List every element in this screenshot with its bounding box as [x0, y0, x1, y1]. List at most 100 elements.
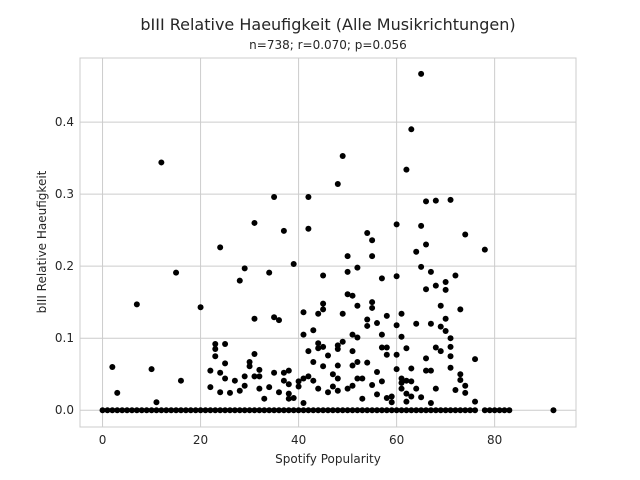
data-point [241, 265, 248, 272]
data-point [457, 407, 464, 414]
data-point [315, 385, 322, 392]
x-axis-label: Spotify Popularity [275, 452, 381, 466]
data-point [300, 375, 307, 382]
data-point [413, 407, 420, 414]
data-point [320, 363, 327, 370]
data-point [236, 387, 243, 394]
x-tick-labels: 0 20 40 60 80 [99, 433, 503, 447]
data-point [472, 398, 479, 405]
data-point [447, 364, 454, 371]
data-point [364, 230, 371, 237]
data-point [231, 407, 238, 414]
data-point [207, 384, 214, 391]
data-point [305, 407, 312, 414]
data-point [226, 389, 233, 396]
data-point [124, 407, 131, 414]
data-point [364, 322, 371, 329]
data-point [334, 375, 341, 382]
data-point [393, 221, 400, 228]
data-point [501, 407, 508, 414]
data-point [256, 407, 263, 414]
data-point [315, 407, 322, 414]
data-point [305, 348, 312, 355]
data-point [212, 345, 219, 352]
data-point [334, 362, 341, 369]
data-point [212, 353, 219, 360]
data-point [305, 225, 312, 232]
data-point [163, 407, 170, 414]
x-tick-label: 60 [389, 433, 404, 447]
chart-subtitle: n=738; r=0.070; p=0.056 [249, 38, 407, 52]
data-point [408, 378, 415, 385]
data-point [192, 407, 199, 414]
data-point [481, 407, 488, 414]
data-point [310, 327, 317, 334]
data-point [472, 407, 479, 414]
data-point [285, 395, 292, 402]
data-point [197, 407, 204, 414]
data-point [300, 331, 307, 338]
data-point [359, 407, 366, 414]
data-point [403, 377, 410, 384]
data-point [285, 367, 292, 374]
plot-area [80, 58, 576, 427]
data-point [378, 407, 385, 414]
data-point [285, 407, 292, 414]
data-points [99, 70, 557, 414]
data-point [491, 407, 498, 414]
data-point [241, 382, 248, 389]
data-point [462, 389, 469, 396]
data-point [418, 263, 425, 270]
data-point [222, 340, 229, 347]
data-point [383, 394, 390, 401]
data-point [383, 351, 390, 358]
data-point [275, 407, 282, 414]
data-point [325, 389, 331, 396]
data-point [452, 387, 459, 394]
data-point [256, 373, 263, 380]
data-point [359, 375, 366, 382]
data-point [295, 378, 302, 385]
data-point [310, 377, 317, 384]
data-point [197, 304, 204, 311]
y-tick-label: 0.4 [55, 115, 74, 129]
data-point [138, 407, 145, 414]
data-point [246, 358, 253, 365]
data-point [295, 407, 302, 414]
data-point [423, 407, 430, 414]
x-tick-label: 40 [291, 433, 306, 447]
data-point [359, 395, 366, 402]
data-point [320, 300, 327, 307]
data-point [354, 264, 361, 271]
data-point [349, 331, 356, 338]
data-point [217, 369, 224, 376]
data-point [182, 407, 189, 414]
data-point [486, 407, 493, 414]
x-tick-label: 80 [487, 433, 502, 447]
data-point [261, 395, 268, 402]
data-point [442, 315, 449, 322]
data-point [437, 407, 444, 414]
data-point [447, 407, 454, 414]
data-point [320, 407, 327, 414]
data-point [226, 407, 233, 414]
data-point [290, 407, 297, 414]
data-point [315, 310, 322, 317]
data-point [344, 253, 351, 260]
data-point [119, 407, 126, 414]
data-point [447, 343, 454, 350]
data-point [315, 345, 322, 352]
data-point [393, 351, 400, 358]
data-point [158, 407, 165, 414]
data-point [378, 331, 385, 338]
data-point [388, 393, 395, 400]
y-tick-label: 0.1 [55, 331, 74, 345]
data-point [457, 376, 464, 383]
data-point [427, 268, 434, 275]
data-point [398, 333, 405, 340]
data-point [143, 407, 150, 414]
data-point [442, 407, 449, 414]
data-point [339, 152, 346, 159]
data-point [212, 340, 219, 347]
data-point [427, 400, 434, 407]
